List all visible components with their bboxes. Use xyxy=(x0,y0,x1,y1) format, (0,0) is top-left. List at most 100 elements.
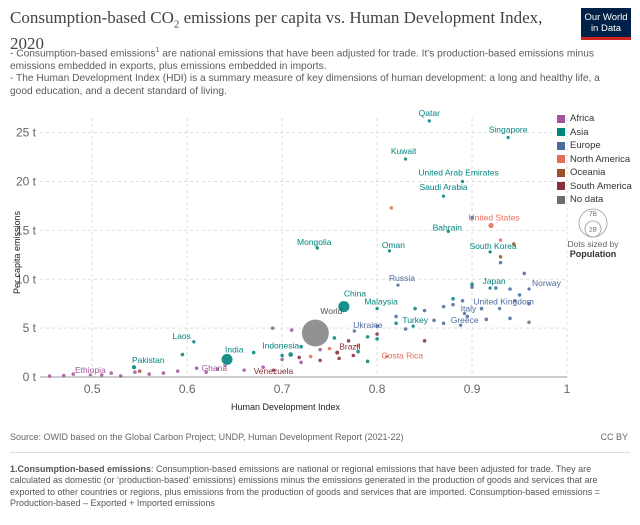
size-key-small: 2B xyxy=(589,227,597,234)
data-point xyxy=(299,344,303,349)
data-point xyxy=(470,282,474,286)
legend-item-no-data[interactable]: No data xyxy=(557,193,632,207)
chart-title: Consumption-based CO2 emissions per capi… xyxy=(10,8,543,54)
data-point xyxy=(356,349,360,354)
data-point-qatar xyxy=(427,118,432,124)
subtitle-line1: - Consumption-based emissions1 are natio… xyxy=(10,47,595,72)
license[interactable]: CC BY xyxy=(600,432,628,442)
legend-label: South America xyxy=(570,180,632,192)
point-label-ghana: Ghana xyxy=(202,363,228,373)
y-axis-label: Per capita emissions xyxy=(12,210,22,294)
data-point-oman xyxy=(387,248,392,254)
point-label-oman: Oman xyxy=(382,240,405,250)
data-point xyxy=(512,242,516,246)
data-point xyxy=(508,316,512,321)
data-point xyxy=(270,326,275,330)
point-label-south-korea: South Korea xyxy=(469,241,517,251)
legend-swatch xyxy=(557,168,565,177)
data-point xyxy=(261,365,265,370)
legend-item-oceania[interactable]: Oceania xyxy=(557,166,632,180)
x-tick-label: 0.9 xyxy=(464,382,481,396)
data-point xyxy=(498,254,503,259)
data-point xyxy=(204,370,208,374)
source-note[interactable]: Source: OWID based on the Global Carbon … xyxy=(10,432,404,442)
legend-swatch xyxy=(557,114,565,123)
point-label-india: India xyxy=(225,344,244,354)
data-point-world xyxy=(301,319,330,347)
data-point xyxy=(346,339,351,343)
size-key-caption: Dots sized by xyxy=(567,239,619,249)
x-tick-label: 0.8 xyxy=(369,382,386,396)
data-point xyxy=(308,354,313,359)
legend-item-south-america[interactable]: South America xyxy=(557,180,632,194)
data-point xyxy=(498,260,503,265)
data-point xyxy=(394,321,398,326)
y-tick-label: 0 t xyxy=(23,370,37,384)
point-label-russia: Russia xyxy=(389,273,415,283)
legend-item-asia[interactable]: Asia xyxy=(557,126,632,140)
data-point-norway xyxy=(526,286,532,292)
data-point xyxy=(470,285,474,289)
data-point-united-kingdom xyxy=(497,306,502,311)
data-point-united-arab-emirates xyxy=(460,179,465,184)
point-label-singapore: Singapore xyxy=(489,125,528,135)
data-point-greece xyxy=(458,323,463,328)
y-tick-label: 10 t xyxy=(16,272,37,286)
legend-label: Oceania xyxy=(570,167,606,179)
data-point-malaysia xyxy=(374,306,380,311)
data-point-japan xyxy=(487,285,493,291)
data-point xyxy=(356,343,360,348)
x-tick-label: 1 xyxy=(564,382,571,396)
logo-line1: Our World xyxy=(584,12,628,23)
data-point xyxy=(147,372,151,376)
data-point xyxy=(451,297,455,301)
data-point xyxy=(422,339,427,343)
data-point xyxy=(451,302,455,307)
data-point xyxy=(242,368,246,372)
data-point-kuwait xyxy=(403,156,408,162)
subtitle-line2: - The Human Development Index (HDI) is a… xyxy=(10,73,600,97)
data-point-russia xyxy=(395,282,401,288)
legend-item-africa[interactable]: Africa xyxy=(557,112,632,126)
point-label-kuwait: Kuwait xyxy=(391,146,417,156)
data-point xyxy=(512,298,517,303)
data-point xyxy=(522,271,527,276)
data-point xyxy=(332,336,337,340)
data-point xyxy=(71,372,76,376)
size-key: 7B 2B Dots sized by Population xyxy=(563,207,623,259)
scatter-chart: 0 t 5 t 10 t 15 t 20 t 25 t 0.5 0.6 0.7 0.8 0.9 1 Hu… xyxy=(12,108,571,412)
legend-item-europe[interactable]: Europe xyxy=(557,139,632,153)
point-label-greece: Greece xyxy=(451,315,479,325)
point-label-saudi-arabia: Saudi Arabia xyxy=(419,182,467,192)
data-point xyxy=(280,353,284,358)
data-point-bahrain xyxy=(446,229,451,234)
y-tick-label: 20 t xyxy=(16,175,37,189)
legend-label: Europe xyxy=(570,140,601,152)
point-label-ukraine: Ukraine xyxy=(353,320,383,330)
point-label-venezuela: Venezuela xyxy=(254,366,294,376)
data-point xyxy=(413,306,417,311)
data-point xyxy=(299,360,303,365)
x-axis-label: Human Development Index xyxy=(231,402,341,412)
point-label-qatar: Qatar xyxy=(419,108,440,118)
data-point xyxy=(493,286,498,290)
footnote-ref[interactable]: 1 xyxy=(155,47,160,54)
legend-swatch xyxy=(557,155,565,164)
point-label-costa-rica: Costa Rica xyxy=(382,350,424,360)
data-point xyxy=(389,206,394,210)
point-label-italy: Italy xyxy=(461,303,477,313)
data-point-mongolia xyxy=(315,245,320,251)
data-point xyxy=(175,369,180,373)
size-key-circles: 7B 2B xyxy=(578,208,608,238)
data-point xyxy=(109,371,114,375)
data-point xyxy=(432,318,436,323)
legend-swatch xyxy=(557,141,565,150)
point-label-brazil: Brazil xyxy=(339,342,360,352)
legend-label: No data xyxy=(570,194,604,206)
legend: Africa Asia Europe North America Oceania Sout… xyxy=(557,112,632,207)
owid-logo[interactable]: Our World in Data xyxy=(581,8,631,40)
data-point xyxy=(47,374,52,378)
data-point xyxy=(351,353,356,358)
data-point xyxy=(479,306,484,311)
legend-item-north-america[interactable]: North America xyxy=(557,153,632,167)
